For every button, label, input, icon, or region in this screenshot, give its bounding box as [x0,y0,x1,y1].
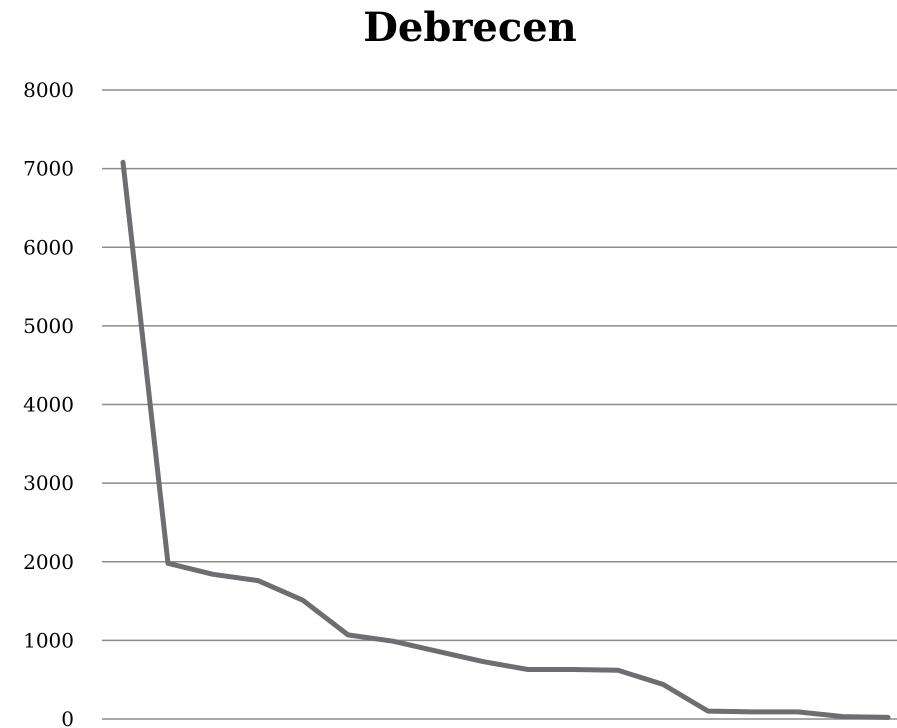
y-tick-label: 1000 [23,628,74,652]
y-tick-label: 8000 [23,78,74,102]
y-tick-label: 5000 [23,314,74,338]
y-tick-label: 3000 [23,471,74,495]
y-tick-label: 6000 [23,235,74,259]
y-tick-label: 4000 [23,393,74,417]
y-tick-label: 0 [61,707,74,728]
series-layer [120,159,891,720]
y-tick-label: 7000 [23,157,74,181]
series-line [120,159,891,720]
chart-title: Debrecen [363,4,577,51]
y-tick-label: 2000 [23,550,74,574]
gridlines [102,89,897,720]
y-axis-ticks: 0 1000 2000 3000 4000 5000 6000 7000 8000 [23,78,74,728]
